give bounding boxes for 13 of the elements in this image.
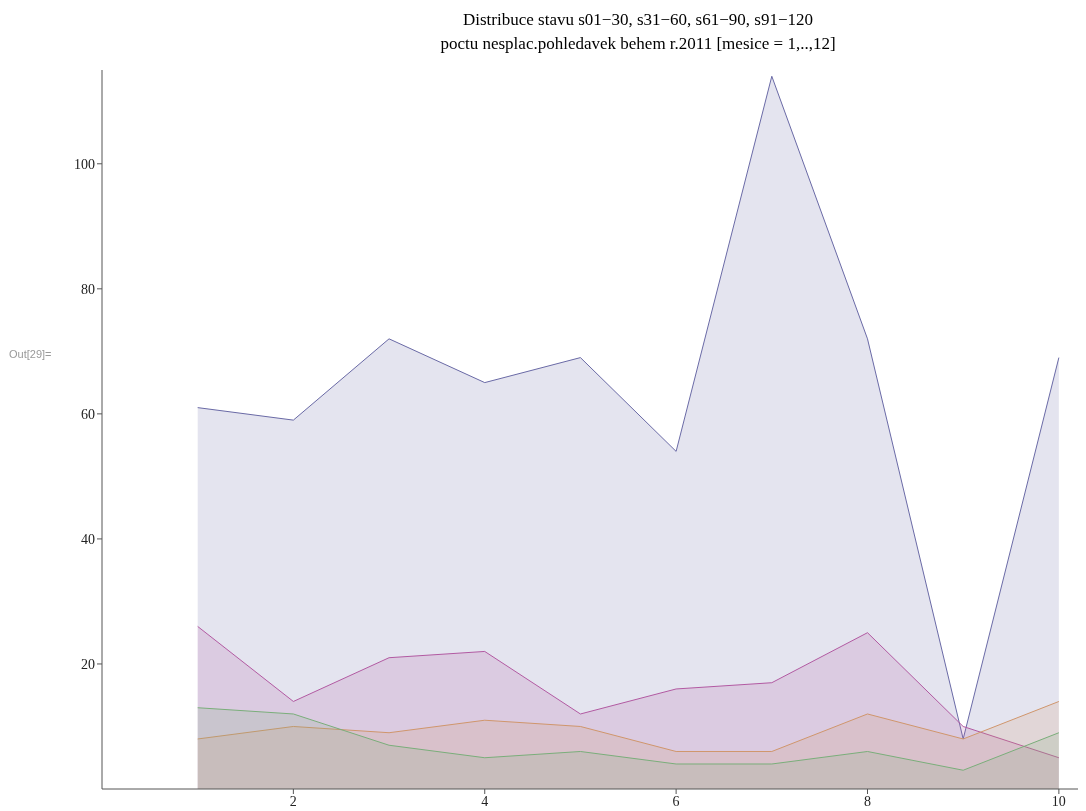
chart-subtitle: poctu nesplac.pohledavek behem r.2011 [mesice = 1,..,12]: [439, 34, 837, 54]
x-tick-label: 8: [863, 793, 871, 809]
y-tick-label: 20: [81, 656, 95, 672]
x-tick-label: 4: [481, 793, 489, 809]
chart-title: Distribuce stavu s01−30, s31−60, s61−90, s91−120: [462, 10, 814, 30]
y-tick-label: 100: [74, 156, 95, 172]
x-tick-label: 6: [672, 793, 680, 809]
y-tick-label: 80: [81, 281, 95, 297]
y-tick-label: 60: [81, 406, 95, 422]
x-tick-label: 2: [289, 793, 297, 809]
x-tick-label: 10: [1051, 793, 1066, 809]
text: Out[29]=: [9, 348, 52, 360]
y-tick-label: 40: [81, 531, 95, 547]
